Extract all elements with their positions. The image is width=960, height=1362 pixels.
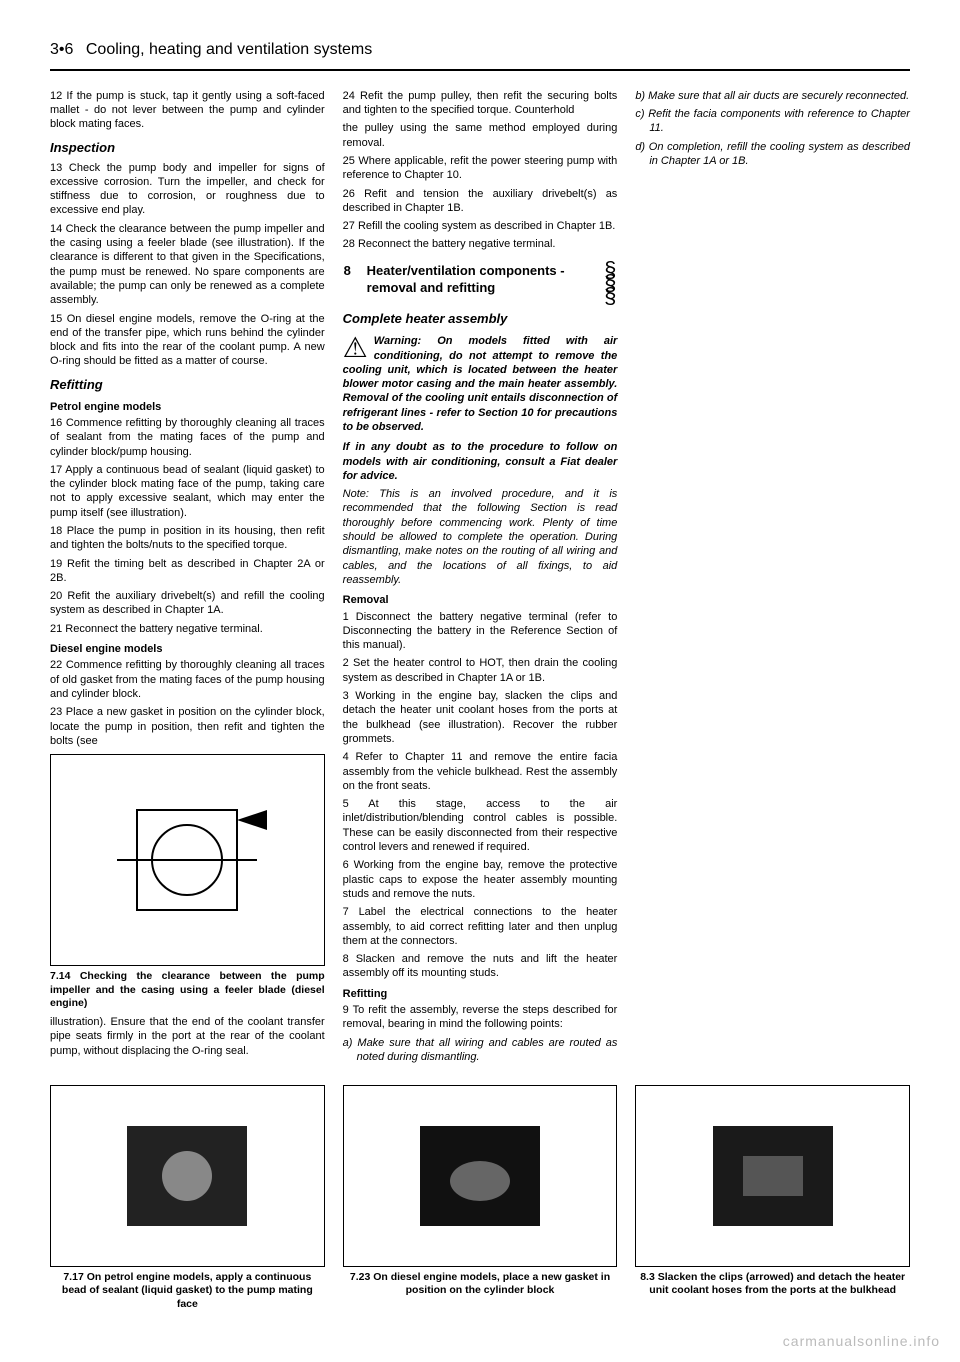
section-8-number: 8 — [343, 262, 366, 304]
figure-7-14 — [50, 754, 325, 966]
heading-refitting: Refitting — [50, 377, 325, 394]
photo-placeholder-icon — [713, 1126, 833, 1226]
para-cont: illustration). Ensure that the end of th… — [50, 1015, 325, 1058]
para-16: 16 Commence refitting by thoroughly clea… — [50, 416, 325, 459]
para-r3: 3 Working in the engine bay, slacken the… — [343, 689, 618, 746]
figure-8-3 — [635, 1085, 910, 1267]
bottom-cell-1: 7.17 On petrol engine models, apply a co… — [50, 1079, 325, 1320]
para-24: 24 Refit the pump pulley, then refit the… — [343, 89, 618, 118]
body-columns: 12 If the pump is stuck, tap it gently u… — [50, 89, 910, 1069]
para-17: 17 Apply a continuous bead of sealant (l… — [50, 463, 325, 520]
para-14: 14 Check the clearance between the pump … — [50, 222, 325, 308]
list-d: d) On completion, refill the cooling sys… — [635, 140, 910, 169]
caption-8-3: 8.3 Slacken the clips (arrowed) and deta… — [635, 1271, 910, 1298]
para-20: 20 Refit the auxiliary drivebelt(s) and … — [50, 589, 325, 618]
list-c: c) Refit the facia components with refer… — [635, 107, 910, 136]
list-a: a) Make sure that all wiring and cables … — [343, 1036, 618, 1065]
para-r1: 1 Disconnect the battery negative termin… — [343, 610, 618, 653]
caption-7-14: 7.14 Checking the clearance between the … — [50, 970, 325, 1011]
bottom-cell-3: 8.3 Slacken the clips (arrowed) and deta… — [635, 1079, 910, 1320]
para-24b: the pulley using the same method employe… — [343, 121, 618, 150]
heading-complete-heater: Complete heater assembly — [343, 311, 618, 328]
para-21: 21 Reconnect the battery negative termin… — [50, 622, 325, 636]
para-r7: 7 Label the electrical connections to th… — [343, 905, 618, 948]
difficulty-marks: §§§ — [585, 262, 617, 304]
photo-placeholder-icon — [420, 1126, 540, 1226]
header-rule — [50, 69, 910, 71]
para-doubt: If in any doubt as to the procedure to f… — [343, 440, 618, 483]
heading-refitting-2: Refitting — [343, 987, 618, 1001]
warning-block: ⚠ Warning: On models fitted with air con… — [343, 334, 618, 434]
para-13: 13 Check the pump body and impeller for … — [50, 161, 325, 218]
para-r6: 6 Working from the engine bay, remove th… — [343, 858, 618, 901]
list-b: b) Make sure that all air ducts are secu… — [635, 89, 910, 103]
para-note: Note: This is an involved procedure, and… — [343, 487, 618, 587]
para-r2: 2 Set the heater control to HOT, then dr… — [343, 656, 618, 685]
heading-petrol: Petrol engine models — [50, 400, 325, 414]
figure-7-17 — [50, 1085, 325, 1267]
photo-placeholder-icon — [127, 1126, 247, 1226]
para-r5: 5 At this stage, access to the air inlet… — [343, 797, 618, 854]
para-26: 26 Refit and tension the auxiliary drive… — [343, 187, 618, 216]
para-22: 22 Commence refitting by thoroughly clea… — [50, 658, 325, 701]
section-8-box: 8 Heater/ventilation components - remova… — [343, 262, 618, 304]
heading-diesel: Diesel engine models — [50, 642, 325, 656]
para-23: 23 Place a new gasket in position on the… — [50, 705, 325, 748]
page-number: 3•6 — [50, 41, 73, 58]
para-15: 15 On diesel engine models, remove the O… — [50, 312, 325, 369]
caption-7-17: 7.17 On petrol engine models, apply a co… — [50, 1271, 325, 1312]
para-r9: 9 To refit the assembly, reverse the ste… — [343, 1003, 618, 1032]
heading-inspection: Inspection — [50, 140, 325, 157]
warning-text: Warning: On models fitted with air condi… — [343, 334, 618, 434]
bottom-figure-row: 7.17 On petrol engine models, apply a co… — [50, 1079, 910, 1320]
para-25: 25 Where applicable, refit the power ste… — [343, 154, 618, 183]
para-r8: 8 Slacken and remove the nuts and lift t… — [343, 952, 618, 981]
section-8-title: Heater/ventilation components - removal … — [366, 262, 586, 304]
watermark: carmanualsonline.info — [783, 1332, 940, 1350]
heading-removal: Removal — [343, 593, 618, 607]
pump-diagram-icon — [87, 780, 287, 940]
warning-icon: ⚠ — [343, 334, 368, 362]
caption-7-23: 7.23 On diesel engine models, place a ne… — [343, 1271, 618, 1298]
para-27: 27 Refill the cooling system as describe… — [343, 219, 618, 233]
page-header: 3•6 Cooling, heating and ventilation sys… — [50, 40, 910, 61]
para-28: 28 Reconnect the battery negative termin… — [343, 237, 618, 251]
para-19: 19 Refit the timing belt as described in… — [50, 557, 325, 586]
para-18: 18 Place the pump in position in its hou… — [50, 524, 325, 553]
para-12: 12 If the pump is stuck, tap it gently u… — [50, 89, 325, 132]
figure-7-23 — [343, 1085, 618, 1267]
bottom-cell-2: 7.23 On diesel engine models, place a ne… — [343, 1079, 618, 1320]
para-r4: 4 Refer to Chapter 11 and remove the ent… — [343, 750, 618, 793]
page-title: Cooling, heating and ventilation systems — [86, 41, 372, 58]
